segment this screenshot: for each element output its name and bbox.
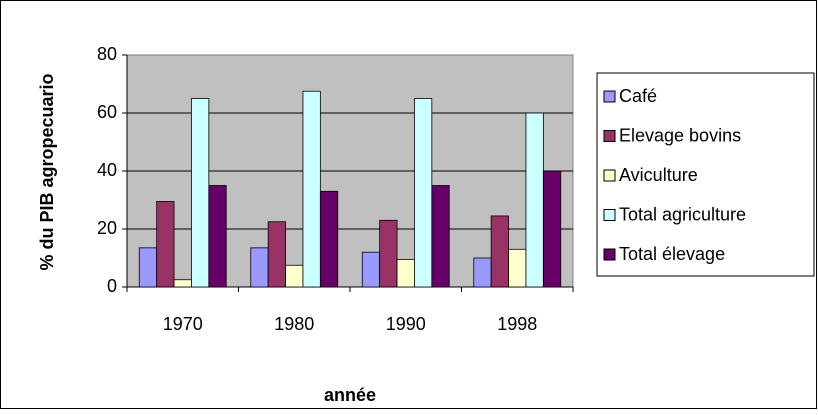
legend-swatch xyxy=(603,130,616,142)
bar xyxy=(490,215,509,288)
y-axis-label: % du PIB agropecuario xyxy=(37,73,57,270)
bar xyxy=(302,90,321,288)
y-tick-label: 60 xyxy=(97,102,117,122)
bar xyxy=(267,221,286,288)
legend-label: Café xyxy=(619,86,657,106)
bar xyxy=(508,248,527,288)
legend-swatch xyxy=(603,209,616,221)
bar xyxy=(191,98,210,288)
bar xyxy=(473,257,492,288)
bar xyxy=(379,219,398,288)
bar xyxy=(285,264,304,288)
bar xyxy=(319,190,339,288)
legend-label: Total élevage xyxy=(619,244,725,264)
legend-label: Aviculture xyxy=(619,165,698,185)
bar xyxy=(156,201,175,288)
bar xyxy=(208,185,227,288)
bar xyxy=(525,112,544,288)
y-tick-label: 20 xyxy=(97,218,117,238)
legend-label: Total agriculture xyxy=(619,204,746,224)
bar xyxy=(361,251,381,288)
bar xyxy=(431,185,450,288)
legend-swatch xyxy=(603,90,616,103)
x-tick-label: 1970 xyxy=(163,314,203,334)
legend-swatch xyxy=(603,169,616,182)
legend-swatch xyxy=(603,248,616,261)
bar xyxy=(414,98,433,288)
x-tick-label: 1990 xyxy=(386,314,426,334)
x-tick-label: 1980 xyxy=(274,314,314,334)
bar xyxy=(250,247,269,288)
y-tick-label: 80 xyxy=(97,44,117,64)
y-tick-label: 40 xyxy=(97,160,117,180)
bar xyxy=(396,259,415,288)
bar xyxy=(542,170,562,288)
x-axis-label: année xyxy=(324,385,376,405)
y-tick-label: 0 xyxy=(107,276,117,296)
bar xyxy=(173,279,192,288)
legend-label: Elevage bovins xyxy=(619,125,741,145)
bar xyxy=(138,247,158,288)
x-tick-label: 1998 xyxy=(497,314,537,334)
legend-box xyxy=(596,72,815,277)
